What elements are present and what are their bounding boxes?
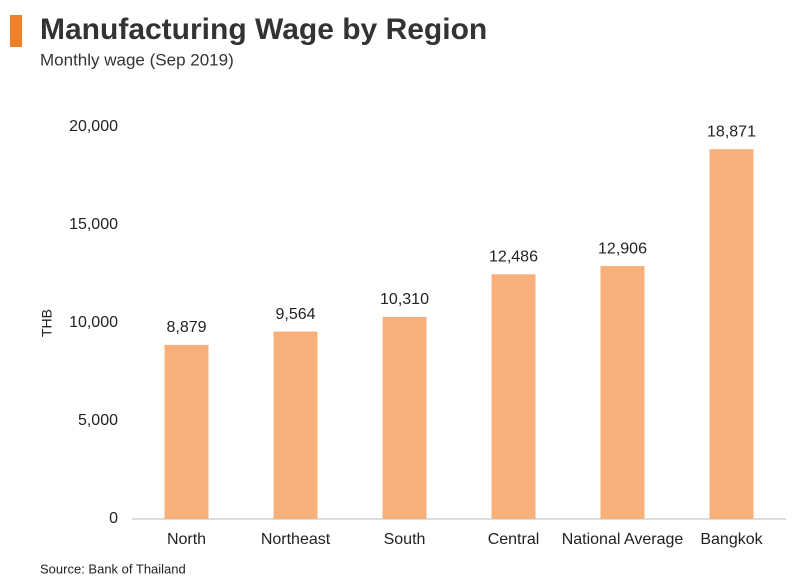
y-axis-label: THB	[39, 309, 55, 337]
value-label: 9,564	[275, 306, 315, 323]
value-label: 8,879	[166, 319, 206, 336]
y-tick-label: 15,000	[69, 216, 118, 233]
y-tick-label: 5,000	[78, 412, 118, 429]
source: Source: Bank of Thailand	[40, 561, 186, 576]
value-label: 12,486	[489, 248, 538, 265]
bar	[600, 266, 645, 519]
x-tick-label: Northeast	[261, 531, 331, 548]
bar	[164, 344, 209, 519]
x-tick-label: Bangkok	[700, 531, 763, 548]
title-accent	[10, 15, 22, 47]
x-tick-label: Central	[488, 531, 540, 548]
chart-subtitle: Monthly wage (Sep 2019)	[40, 50, 234, 69]
value-label: 18,871	[707, 123, 756, 140]
x-tick-label: North	[167, 531, 206, 548]
y-tick-label: 0	[109, 510, 118, 527]
y-tick-label: 10,000	[69, 314, 118, 331]
x-tick-label: National Average	[562, 531, 684, 548]
bar	[491, 274, 536, 519]
bar	[709, 149, 754, 519]
bar	[382, 316, 427, 519]
chart-title: Manufacturing Wage by Region	[40, 13, 487, 46]
value-label: 12,906	[598, 240, 647, 257]
bar	[273, 331, 318, 519]
value-label: 10,310	[380, 291, 429, 308]
x-tick-label: South	[384, 531, 426, 548]
y-tick-label: 20,000	[69, 118, 118, 135]
